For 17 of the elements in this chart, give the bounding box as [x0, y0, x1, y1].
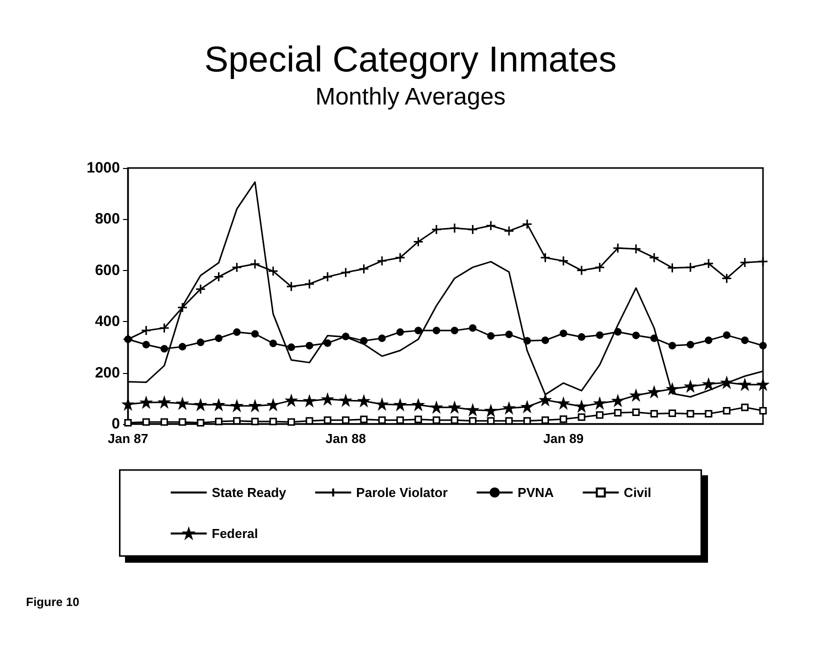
chart-subtitle: Monthly Averages [315, 84, 506, 110]
legend-label: Federal [212, 526, 258, 541]
chart-title: Special Category Inmates [204, 38, 617, 80]
legend-label: Parole Violator [356, 485, 448, 500]
legend-label: Civil [624, 485, 652, 500]
y-tick-label: 600 [94, 262, 120, 279]
y-tick-label: 1000 [86, 160, 120, 176]
y-tick-label: 800 [94, 210, 120, 228]
caption: Figure 10 [26, 595, 80, 609]
y-tick-label: 200 [94, 364, 120, 382]
y-tick-label: 400 [94, 313, 120, 330]
legend-label: State Ready [212, 485, 287, 500]
x-tick-label: Jan 87 [108, 431, 148, 446]
legend-label: PVNA [518, 485, 554, 500]
x-tick-label: Jan 89 [543, 431, 584, 446]
y-tick-label: 0 [112, 416, 120, 432]
x-tick-label: Jan 88 [325, 431, 366, 446]
